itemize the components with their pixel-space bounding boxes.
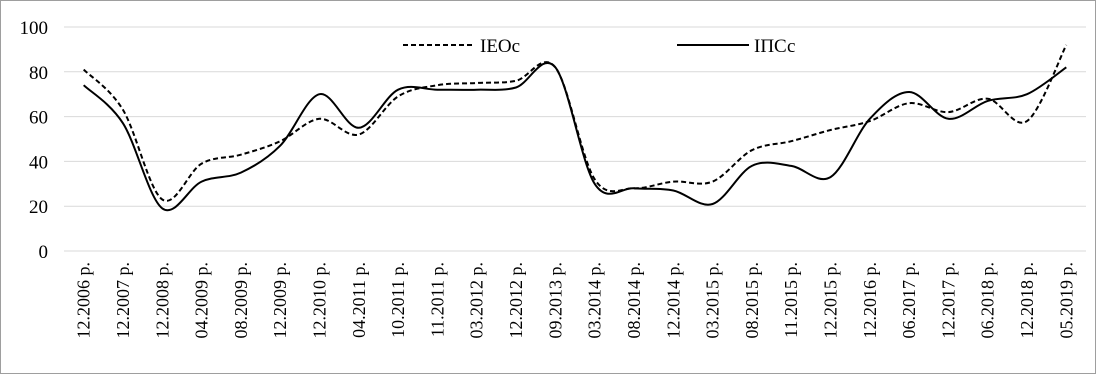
x-tick-label: 03.2012 р. bbox=[467, 262, 487, 339]
x-tick-label: 06.2017 р. bbox=[899, 262, 919, 339]
x-tick-label: 08.2014 р. bbox=[624, 262, 644, 339]
legend-label-ieos: ІЕОс bbox=[480, 36, 520, 57]
x-axis-ticks: 12.2006 р. 12.2007 р. 12.2008 р. 04.2009 р.… bbox=[74, 262, 1077, 339]
x-tick-label: 04.2011 р. bbox=[349, 262, 369, 338]
x-tick-label: 12.2018 р. bbox=[1017, 262, 1037, 339]
gridlines bbox=[64, 26, 1086, 252]
x-tick-label: 06.2018 р. bbox=[978, 262, 998, 339]
x-tick-label: 10.2011 р. bbox=[388, 262, 408, 338]
series-line-ipss bbox=[82, 61, 1067, 212]
y-tick-label: 100 bbox=[20, 18, 49, 39]
y-axis-ticks: 0 20 40 60 80 100 bbox=[20, 18, 49, 263]
x-tick-label: 12.2016 р. bbox=[860, 262, 880, 339]
legend: ІЕОс ІПСс bbox=[403, 36, 795, 57]
x-tick-label: 12.2010 р. bbox=[310, 262, 330, 339]
x-tick-label: 12.2014 р. bbox=[663, 262, 683, 339]
y-tick-label: 0 bbox=[39, 242, 49, 263]
x-tick-label: 12.2008 р. bbox=[152, 262, 172, 339]
y-tick-label: 80 bbox=[29, 63, 48, 84]
x-tick-label: 08.2009 р. bbox=[231, 262, 251, 339]
x-tick-label: 12.2017 р. bbox=[938, 262, 958, 339]
x-tick-label: 12.2009 р. bbox=[270, 262, 290, 339]
x-tick-label: 04.2009 р. bbox=[192, 262, 212, 339]
x-tick-label: 12.2006 р. bbox=[74, 262, 94, 339]
x-tick-label: 03.2015 р. bbox=[703, 262, 723, 339]
x-tick-label: 11.2015 р. bbox=[781, 262, 801, 338]
x-tick-label: 12.2015 р. bbox=[821, 262, 841, 339]
x-tick-label: 03.2014 р. bbox=[585, 262, 605, 339]
x-tick-label: 12.2007 р. bbox=[113, 262, 133, 339]
x-tick-label: 12.2012 р. bbox=[506, 262, 526, 339]
series-lines bbox=[82, 44, 1068, 212]
legend-label-ipss: ІПСс bbox=[754, 36, 795, 57]
y-tick-label: 20 bbox=[29, 197, 48, 218]
series-line-ieos bbox=[82, 44, 1068, 202]
y-tick-label: 40 bbox=[29, 152, 48, 173]
x-tick-label: 08.2015 р. bbox=[742, 262, 762, 339]
x-tick-label: 09.2013 р. bbox=[545, 262, 565, 339]
x-tick-label: 11.2011 р. bbox=[427, 262, 447, 337]
x-tick-label: 05.2019 р. bbox=[1056, 262, 1076, 339]
y-tick-label: 60 bbox=[29, 108, 48, 129]
